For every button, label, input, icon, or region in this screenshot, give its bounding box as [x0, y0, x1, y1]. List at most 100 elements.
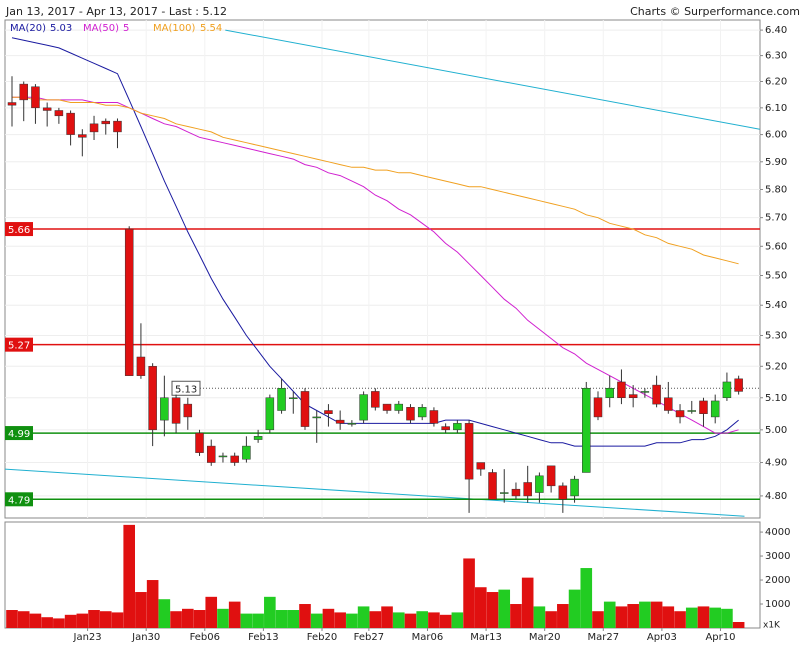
legend-value: 5.03: [50, 23, 72, 34]
legend-name: MA(50): [83, 23, 119, 34]
volume-bar: [6, 610, 18, 628]
volume-bar: [111, 612, 124, 628]
level-label: 4.99: [8, 429, 30, 440]
candle-body: [488, 472, 497, 500]
candle-body: [429, 410, 439, 424]
y-tick-label: 6.00: [765, 130, 787, 141]
volume-bar: [381, 606, 393, 628]
volume-bar: [603, 601, 616, 628]
volume-bar: [533, 606, 546, 628]
y-tick-label: 1000: [765, 599, 790, 610]
candle-body: [359, 394, 368, 421]
candle-body: [722, 381, 732, 399]
candle-body: [371, 391, 380, 408]
volume-bar: [627, 604, 639, 628]
candle-body: [535, 475, 544, 493]
level-box: [5, 337, 33, 352]
candle-body: [195, 432, 204, 453]
y-tick-label: 3000: [765, 551, 790, 562]
volume-bar: [346, 613, 358, 628]
volume-bar: [88, 610, 100, 628]
volume-bar: [732, 622, 745, 628]
candle-body: [687, 410, 697, 412]
candle-body: [499, 492, 509, 494]
candle-body: [89, 123, 99, 133]
candle-body: [183, 403, 193, 418]
volume-bar: [545, 611, 557, 628]
x-tick-label: Mar20: [529, 632, 561, 643]
volume-bar: [217, 608, 229, 628]
volume-bar: [463, 558, 475, 628]
volume-bar: [205, 596, 218, 628]
y-tick-label: 5.90: [765, 157, 787, 168]
volume-bar: [322, 608, 335, 628]
volume-bar: [521, 577, 534, 628]
volume-bar: [228, 601, 241, 628]
candle-body: [406, 407, 415, 421]
x-tick-label: Feb13: [248, 632, 278, 643]
candle-body: [300, 391, 310, 427]
volume-bar: [146, 580, 159, 628]
source: Charts © Surperformance.com: [630, 5, 800, 18]
candle-body: [289, 397, 298, 400]
x-tick-label: Apr03: [647, 632, 677, 643]
volume-bar: [639, 601, 651, 628]
volume-bar: [475, 587, 487, 628]
candle-body: [382, 403, 392, 411]
y-tick-label: 5.50: [765, 270, 787, 281]
candle-body: [66, 112, 75, 135]
candle-body: [265, 397, 275, 431]
candle-body: [558, 485, 568, 500]
candle-body: [124, 228, 134, 376]
x-tick-label: Mar13: [470, 632, 502, 643]
volume-bar: [252, 613, 264, 628]
candle-body: [453, 423, 462, 431]
volume-bar: [287, 610, 300, 628]
level-box: [5, 426, 33, 441]
ma-line: [12, 96, 739, 265]
volume-bar: [182, 608, 194, 628]
candle-body: [664, 397, 673, 411]
volume-bar: [451, 612, 464, 628]
chart-title: Jan 13, 2017 - Apr 13, 2017 - Last : 5.1…: [5, 5, 227, 18]
legend-name: MA(100): [153, 23, 195, 34]
candle-body: [312, 416, 321, 419]
volume-bar: [29, 613, 42, 628]
y-tick-label: 5.10: [765, 393, 787, 404]
volume-bar: [662, 606, 675, 628]
candle-body: [54, 110, 64, 117]
volume-unit: x1K: [763, 621, 781, 631]
trend-line: [4, 468, 745, 517]
y-tick-label: 4.90: [765, 458, 787, 469]
candle-body: [734, 378, 743, 392]
y-tick-label: 6.10: [765, 103, 787, 114]
candle-body: [710, 400, 720, 418]
candle-body: [7, 102, 17, 106]
candle-body: [617, 381, 626, 399]
candle-body: [476, 462, 486, 470]
price-marker-box: [171, 380, 201, 396]
level-box: [5, 222, 33, 237]
candle-body: [136, 356, 146, 376]
candle-body: [277, 388, 286, 411]
volume-bar: [439, 614, 452, 628]
volume-bar: [99, 611, 112, 628]
candle-body: [652, 384, 661, 405]
candle-body: [148, 366, 157, 431]
candle-body: [335, 419, 345, 424]
candle-body: [605, 388, 614, 399]
price-marker-label: 5.13: [175, 384, 197, 395]
candle-body: [347, 423, 357, 425]
volume-bar: [310, 613, 323, 628]
candle-body: [78, 134, 87, 138]
candle-body: [511, 488, 521, 497]
y-tick-label: 6.20: [765, 76, 787, 87]
level-box: [5, 492, 33, 507]
y-tick-label: 5.40: [765, 300, 787, 311]
x-tick-label: Jan23: [73, 632, 102, 643]
volume-bar: [428, 612, 440, 628]
volume-bar: [299, 604, 311, 628]
volume-bar: [498, 589, 511, 628]
candle-body: [206, 445, 216, 463]
